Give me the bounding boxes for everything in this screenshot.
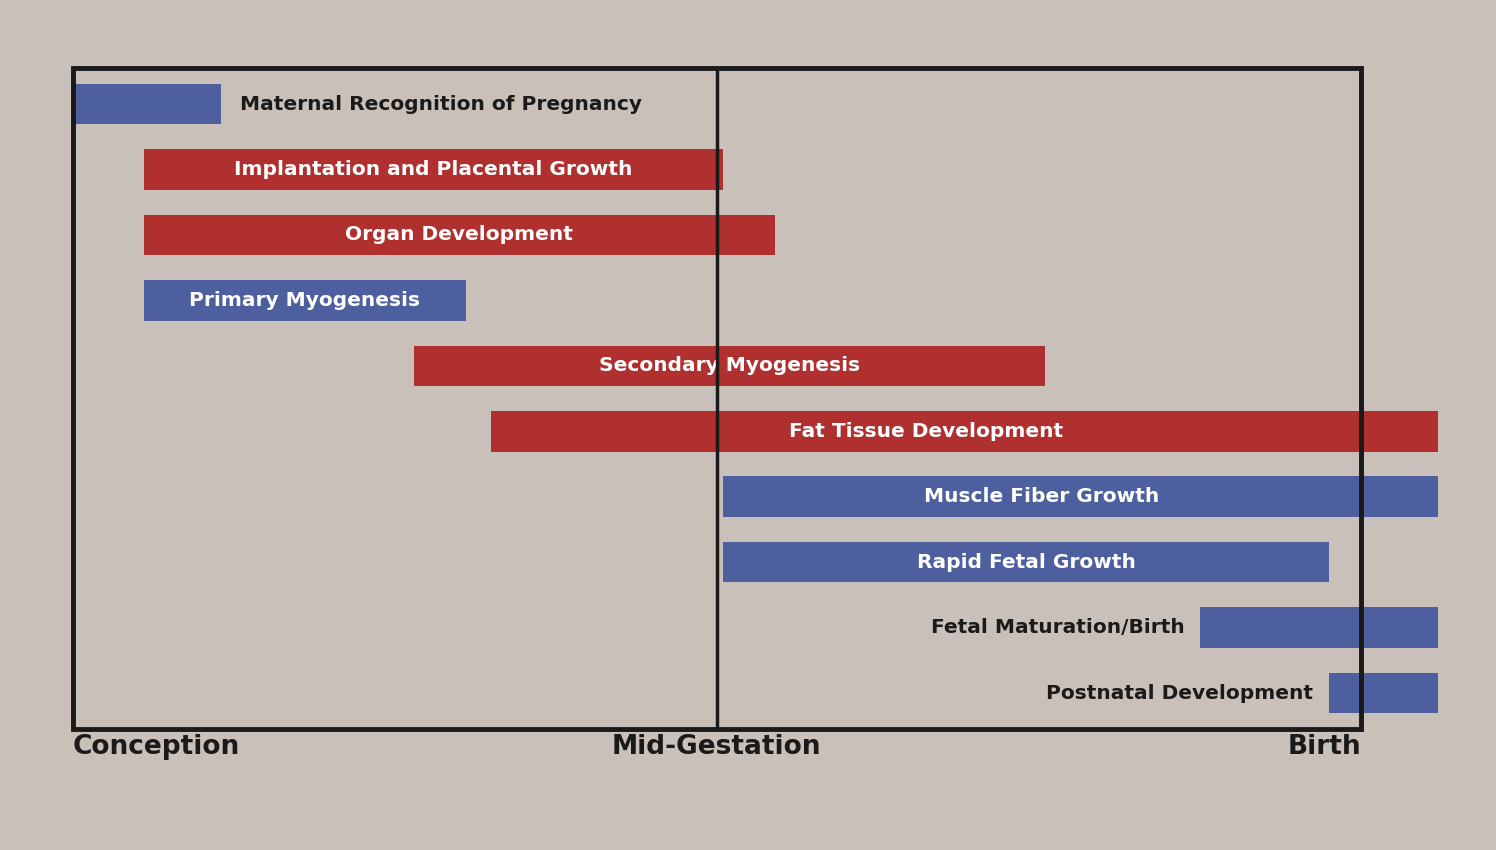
Text: Rapid Fetal Growth: Rapid Fetal Growth	[917, 552, 1135, 572]
Text: Mid-Gestation: Mid-Gestation	[612, 734, 821, 760]
Text: Muscle Fiber Growth: Muscle Fiber Growth	[925, 487, 1159, 507]
Text: Birth: Birth	[1288, 734, 1361, 760]
Text: Fetal Maturation/Birth: Fetal Maturation/Birth	[931, 618, 1185, 637]
Text: Implantation and Placental Growth: Implantation and Placental Growth	[235, 160, 633, 179]
Text: Fat Tissue Development: Fat Tissue Development	[788, 422, 1064, 441]
Bar	[723, 541, 1328, 582]
Bar	[144, 280, 465, 320]
Bar	[723, 476, 1438, 517]
Bar	[144, 215, 775, 255]
Bar	[73, 68, 1361, 729]
Bar	[144, 150, 723, 190]
Text: Postnatal Development: Postnatal Development	[1046, 683, 1313, 702]
Bar	[1328, 672, 1438, 713]
Text: Maternal Recognition of Pregnancy: Maternal Recognition of Pregnancy	[241, 94, 642, 114]
Text: Conception: Conception	[73, 734, 239, 760]
Bar	[1200, 607, 1438, 648]
Bar	[73, 84, 221, 124]
Bar	[414, 345, 1046, 386]
Text: Primary Myogenesis: Primary Myogenesis	[188, 291, 420, 310]
Text: Organ Development: Organ Development	[346, 225, 573, 245]
Bar	[491, 411, 1438, 451]
Text: Secondary Myogenesis: Secondary Myogenesis	[600, 356, 860, 376]
